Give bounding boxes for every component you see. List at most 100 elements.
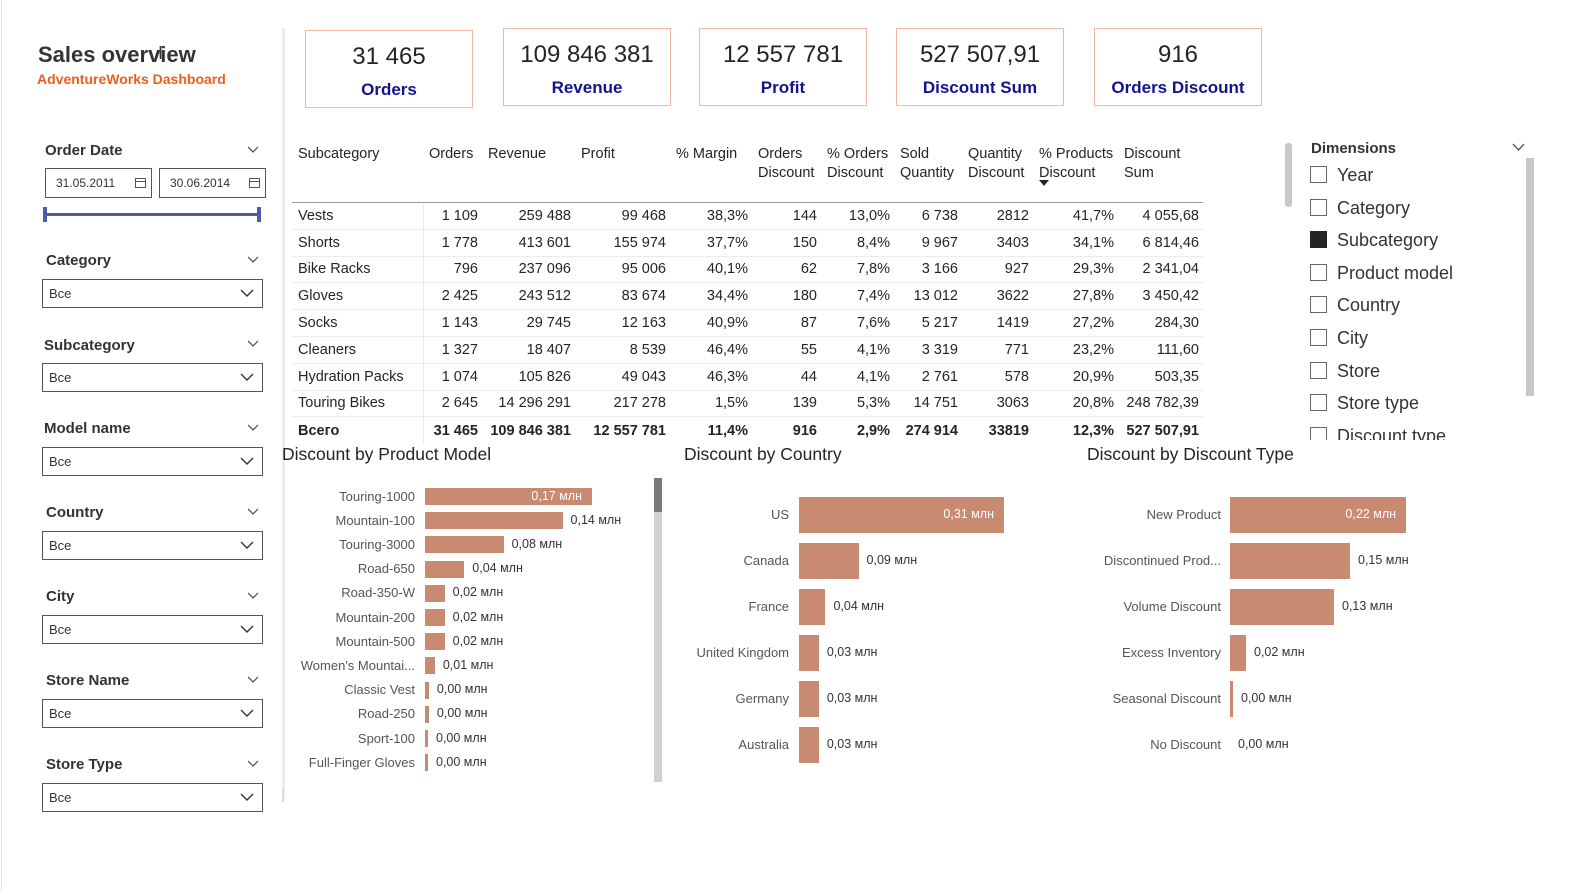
bar[interactable] bbox=[425, 488, 592, 505]
dimension-option[interactable]: Subcategory bbox=[1310, 230, 1438, 251]
calendar-icon[interactable] bbox=[249, 178, 260, 188]
bar[interactable] bbox=[425, 536, 504, 554]
dimension-option[interactable]: City bbox=[1310, 328, 1368, 349]
chevron-down-icon[interactable] bbox=[1512, 143, 1525, 152]
kpi-card-discount-sum[interactable]: 527 507,91 Discount Sum bbox=[896, 28, 1064, 106]
date-to-input[interactable]: 30.06.2014 bbox=[159, 168, 266, 198]
dimension-option[interactable]: Store type bbox=[1310, 393, 1419, 414]
bar[interactable] bbox=[425, 754, 428, 772]
checkbox-icon[interactable] bbox=[1310, 296, 1327, 314]
bar[interactable] bbox=[425, 560, 465, 578]
scrollbar[interactable] bbox=[1285, 143, 1292, 207]
subcategory-dropdown[interactable]: Все bbox=[42, 363, 263, 392]
kpi-card-profit[interactable]: 12 557 781 Profit bbox=[699, 28, 867, 106]
bar[interactable] bbox=[799, 681, 819, 717]
slider-handle-start[interactable] bbox=[43, 207, 47, 222]
bar[interactable] bbox=[425, 633, 445, 651]
column-header[interactable]: Sold Quantity bbox=[894, 140, 962, 203]
bar[interactable] bbox=[425, 730, 428, 747]
checkbox-icon[interactable] bbox=[1310, 329, 1327, 346]
table-row[interactable]: Touring Bikes 2 645 14 296 291 217 278 1,5% 1… bbox=[292, 390, 1203, 418]
column-header[interactable]: Orders Discount bbox=[752, 140, 821, 203]
bar[interactable] bbox=[1230, 497, 1406, 533]
scrollbar[interactable] bbox=[1526, 158, 1534, 396]
bar[interactable] bbox=[1230, 681, 1233, 717]
table-row[interactable]: Shorts 1 778 413 601 155 974 37,7% 150 8,4% 9 9… bbox=[292, 229, 1203, 257]
text-cursor-icon: I bbox=[158, 43, 164, 63]
checkbox-icon[interactable] bbox=[1310, 198, 1327, 216]
scrollbar[interactable] bbox=[654, 478, 662, 782]
dimension-option[interactable]: Year bbox=[1310, 165, 1373, 186]
checkbox-icon[interactable] bbox=[1310, 263, 1327, 281]
column-header-label: % Products bbox=[1039, 146, 1114, 162]
column-header[interactable]: Profit bbox=[575, 140, 670, 203]
bar[interactable] bbox=[425, 584, 445, 602]
bar[interactable] bbox=[425, 705, 429, 723]
dimension-option[interactable]: Product model bbox=[1310, 263, 1453, 284]
dimension-option-label: Year bbox=[1337, 165, 1374, 185]
bar[interactable] bbox=[799, 543, 859, 579]
kpi-card-orders[interactable]: 31 465 Orders bbox=[305, 30, 473, 108]
checkbox-icon[interactable] bbox=[1310, 426, 1327, 440]
bar[interactable] bbox=[799, 497, 1004, 533]
column-header[interactable]: % Products Discount bbox=[1033, 140, 1118, 203]
chevron-down-icon[interactable] bbox=[248, 145, 258, 155]
checkbox-icon[interactable] bbox=[1310, 361, 1327, 379]
bar-category-label: Seasonal Discount bbox=[1112, 691, 1221, 706]
column-header[interactable]: Revenue bbox=[482, 140, 575, 203]
sort-descending-icon[interactable] bbox=[1039, 180, 1049, 186]
kpi-card-revenue[interactable]: 109 846 381 Revenue bbox=[503, 28, 671, 106]
bar[interactable] bbox=[425, 609, 445, 626]
date-from-input[interactable]: 31.05.2011 bbox=[45, 168, 152, 198]
slider-handle-end[interactable] bbox=[257, 207, 261, 222]
dimension-option[interactable]: Category bbox=[1310, 198, 1410, 219]
dimension-option[interactable]: Store bbox=[1310, 361, 1380, 382]
table-row[interactable]: Hydration Packs 1 074 105 826 49 043 46,3% 44… bbox=[292, 363, 1203, 391]
column-header[interactable]: Orders bbox=[423, 140, 482, 203]
column-header[interactable]: % Margin bbox=[670, 140, 752, 203]
country-dropdown[interactable]: Все bbox=[42, 531, 263, 560]
column-header[interactable]: Discount Sum bbox=[1118, 140, 1203, 203]
checkbox-checked-icon[interactable] bbox=[1310, 231, 1327, 249]
table-cell: 1 778 bbox=[423, 229, 482, 257]
chevron-down-icon[interactable] bbox=[248, 507, 258, 517]
chevron-down-icon[interactable] bbox=[248, 759, 258, 769]
chevron-down-icon[interactable] bbox=[248, 675, 258, 685]
store-name-dropdown[interactable]: Все bbox=[42, 699, 263, 728]
dimension-option[interactable]: Country bbox=[1310, 295, 1400, 316]
table-row[interactable]: Gloves 2 425 243 512 83 674 34,4% 180 7,4% 13 0… bbox=[292, 282, 1203, 311]
bar[interactable] bbox=[1230, 589, 1334, 625]
chevron-down-icon[interactable] bbox=[248, 339, 258, 349]
model-name-dropdown[interactable]: Все bbox=[42, 447, 263, 476]
column-header[interactable]: % Orders Discount bbox=[821, 140, 894, 203]
chevron-down-icon[interactable] bbox=[248, 255, 258, 265]
scrollbar-thumb[interactable] bbox=[654, 478, 662, 512]
table-row[interactable]: Socks 1 143 29 745 12 163 40,9% 87 7,6% 5 217 14… bbox=[292, 309, 1203, 337]
kpi-card-orders-discount[interactable]: 916 Orders Discount bbox=[1094, 28, 1262, 106]
bar[interactable] bbox=[799, 589, 826, 625]
table-row[interactable]: Bike Racks 796 237 096 95 006 40,1% 62 7,8% 3 1… bbox=[292, 256, 1203, 284]
table-row[interactable]: Cleaners 1 327 18 407 8 539 46,4% 55 4,1% 3 319… bbox=[292, 336, 1203, 364]
bar[interactable] bbox=[1230, 635, 1246, 671]
checkbox-icon[interactable] bbox=[1310, 394, 1327, 412]
column-header-label: Discount bbox=[1039, 165, 1096, 181]
bar[interactable] bbox=[799, 635, 819, 671]
bar[interactable] bbox=[425, 512, 563, 530]
calendar-icon[interactable] bbox=[135, 178, 146, 188]
category-dropdown[interactable]: Все bbox=[42, 279, 263, 308]
bar[interactable] bbox=[1230, 543, 1350, 579]
table-row[interactable]: Vests 1 109 259 488 99 468 38,3% 144 13,0% 6 73… bbox=[292, 202, 1203, 230]
city-dropdown[interactable]: Все bbox=[42, 615, 263, 644]
chevron-down-icon[interactable] bbox=[248, 423, 258, 433]
date-range-slider[interactable] bbox=[44, 213, 260, 216]
store-type-dropdown[interactable]: Все bbox=[42, 783, 263, 812]
dimension-option[interactable]: Discount type bbox=[1310, 426, 1446, 440]
bar[interactable] bbox=[425, 681, 429, 699]
bar[interactable] bbox=[425, 657, 435, 675]
table-total-row[interactable]: Всего 31 465 109 846 381 12 557 781 11,4% 916… bbox=[292, 416, 1203, 445]
chevron-down-icon[interactable] bbox=[248, 591, 258, 601]
bar[interactable] bbox=[799, 727, 819, 763]
column-header[interactable]: Quantity Discount bbox=[962, 140, 1033, 203]
checkbox-icon[interactable] bbox=[1310, 166, 1327, 183]
column-header[interactable]: Subcategory bbox=[292, 140, 423, 203]
